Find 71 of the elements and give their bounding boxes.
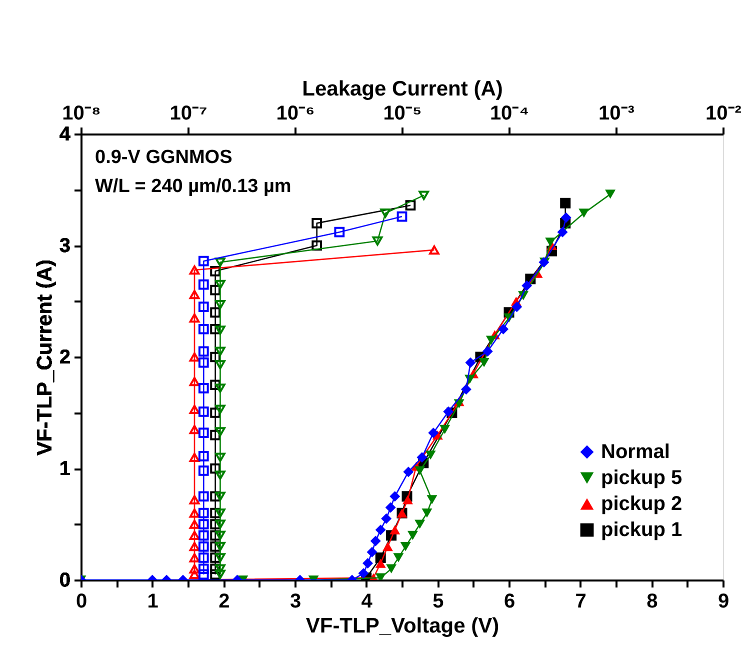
x-tick-label: 3 (290, 590, 302, 612)
point (522, 280, 532, 291)
point (460, 384, 472, 395)
point (407, 530, 418, 540)
x-tick-label: 2 (218, 590, 230, 612)
x2-tick-label: 10⁻⁷ (170, 102, 208, 124)
legend-label: pickup 5 (601, 467, 682, 489)
point (512, 302, 522, 312)
point (425, 450, 436, 460)
point (426, 495, 438, 504)
y-axis-title: VF-TLP_Current (A) (33, 260, 56, 456)
point (440, 424, 450, 434)
x2-tick-label: 10⁻⁸ (62, 102, 101, 124)
point (386, 564, 397, 574)
x2-axis-title: Leakage Current (A) (302, 78, 503, 100)
x2-tick-label: 10⁻⁴ (490, 102, 530, 124)
point (498, 324, 509, 334)
point (366, 546, 378, 558)
x2-tick-label: 10⁻⁶ (276, 102, 315, 124)
x-tick-label: 5 (432, 590, 444, 612)
point (486, 336, 496, 345)
x-tick-label: 1 (147, 590, 158, 612)
x-axis-title: VF-TLP_Voltage (V) (306, 614, 500, 638)
y-tick-label: 1 (59, 458, 70, 480)
point (478, 358, 490, 368)
point (557, 226, 568, 238)
point (362, 558, 374, 569)
point (390, 525, 400, 534)
point (393, 553, 404, 562)
annotation: 0.9-V GGNMOS (95, 147, 232, 168)
point (545, 238, 556, 247)
x-tick-label: 4 (361, 590, 374, 612)
legend-label: pickup 1 (601, 519, 682, 541)
point (428, 428, 439, 438)
point (465, 357, 476, 368)
annotation: W/L = 240 µm/0.13 µm (95, 176, 292, 197)
point (375, 558, 386, 568)
point (578, 208, 590, 218)
x2-tick-label: 10⁻² (706, 102, 742, 124)
point (414, 520, 426, 529)
legend-label: Normal (601, 441, 670, 463)
y-tick-label: 3 (59, 235, 70, 257)
point (382, 542, 393, 552)
x-tick-label: 0 (76, 590, 88, 612)
x-tick-label: 7 (575, 590, 586, 612)
y-tick-label: 4 (59, 124, 72, 146)
point (443, 406, 454, 417)
y-tick-label: 0 (59, 570, 70, 592)
point (414, 466, 426, 476)
y-tick-label: 2 (59, 346, 70, 368)
point (422, 508, 432, 518)
point (605, 190, 616, 199)
point (370, 536, 381, 546)
point (403, 466, 414, 478)
point (560, 198, 571, 208)
x-tick-label: 6 (504, 590, 516, 612)
point (560, 212, 572, 223)
point (385, 502, 396, 513)
point (390, 491, 400, 502)
x2-tick-label: 10⁻⁵ (383, 102, 422, 124)
point (402, 495, 413, 504)
x2-tick-label: 10⁻³ (598, 102, 635, 124)
point (381, 513, 392, 524)
point (482, 346, 493, 357)
legend-label: pickup 2 (601, 493, 682, 515)
point (358, 568, 369, 579)
x-tick-label: 8 (646, 590, 658, 612)
point (375, 524, 386, 536)
point (416, 452, 428, 463)
point (400, 542, 411, 552)
x-tick-label: 9 (718, 590, 730, 612)
